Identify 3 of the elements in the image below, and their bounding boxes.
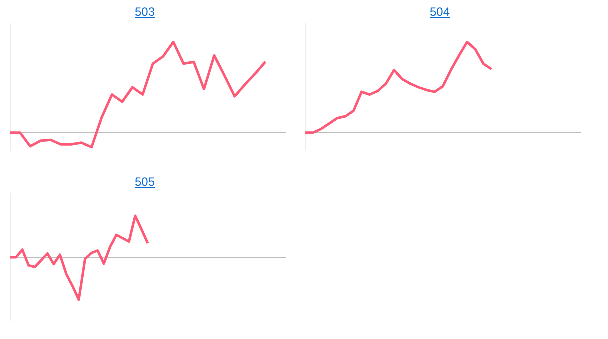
chart-title: 505: [134, 175, 156, 189]
chart-title: 503: [134, 5, 156, 19]
chart-title: 504: [428, 5, 452, 19]
